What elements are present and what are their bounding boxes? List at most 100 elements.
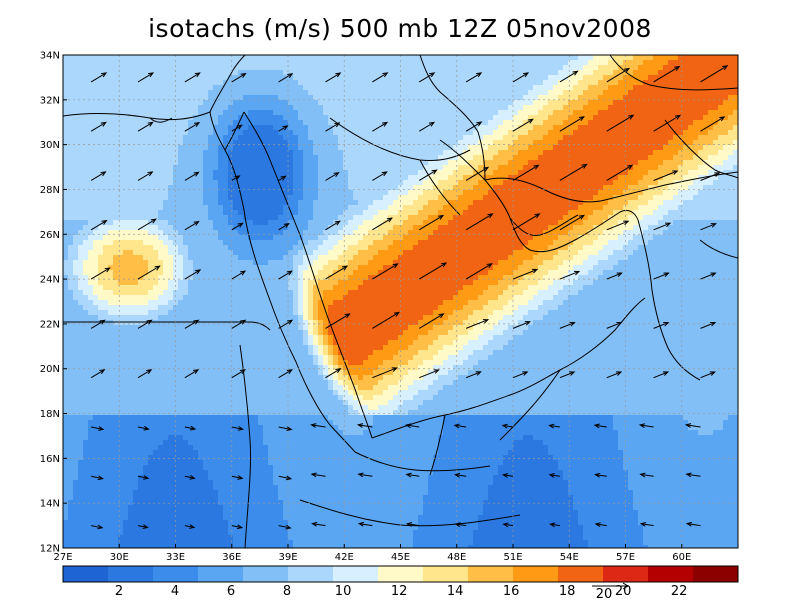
isotach-cell: [98, 65, 104, 71]
isotach-cell: [518, 115, 524, 121]
isotach-cell: [448, 135, 454, 141]
isotach-cell: [133, 105, 139, 111]
isotach-cell: [583, 155, 589, 161]
isotach-cell: [608, 155, 614, 161]
isotach-cell: [78, 225, 84, 231]
isotach-cell: [458, 85, 464, 91]
isotach-cell: [398, 135, 404, 141]
isotach-cell: [698, 75, 704, 81]
isotach-cell: [108, 110, 114, 116]
isotach-cell: [378, 55, 384, 61]
isotach-cell: [183, 145, 189, 151]
isotach-cell: [298, 125, 304, 131]
isotach-cell: [158, 80, 164, 86]
isotach-cell: [658, 135, 664, 141]
isotach-cell: [123, 225, 129, 231]
isotach-cell: [513, 195, 519, 201]
isotach-cell: [283, 170, 289, 176]
isotach-cell: [353, 120, 359, 126]
isotach-cell: [668, 60, 674, 66]
isotach-cell: [603, 135, 609, 141]
isotach-cell: [588, 75, 594, 81]
isotach-cell: [278, 175, 284, 181]
isotach-cell: [163, 120, 169, 126]
isotach-cell: [153, 225, 159, 231]
isotach-cell: [473, 90, 479, 96]
isotach-cell: [418, 100, 424, 106]
isotach-cell: [173, 230, 179, 236]
isotach-cell: [278, 120, 284, 126]
isotach-cell: [63, 130, 69, 136]
isotach-cell: [643, 215, 649, 221]
isotach-cell: [423, 180, 429, 186]
isotach-cell: [178, 95, 184, 101]
isotach-cell: [313, 60, 319, 66]
isotach-cell: [453, 145, 459, 151]
isotach-cell: [478, 60, 484, 66]
isotach-cell: [553, 195, 559, 201]
isotach-cell: [263, 195, 269, 201]
isotach-cell: [293, 150, 299, 156]
isotach-cell: [128, 145, 134, 151]
isotach-cell: [573, 165, 579, 171]
isotach-cell: [268, 55, 274, 61]
isotach-cell: [168, 75, 174, 81]
isotach-cell: [618, 175, 624, 181]
isotach-cell: [148, 180, 154, 186]
isotach-cell: [218, 60, 224, 66]
isotach-cell: [323, 165, 329, 171]
isotach-cell: [503, 170, 509, 176]
isotach-cell: [588, 110, 594, 116]
isotach-cell: [408, 170, 414, 176]
isotach-cell: [393, 150, 399, 156]
isotach-cell: [478, 215, 484, 221]
isotach-cell: [178, 230, 184, 236]
isotach-cell: [228, 105, 234, 111]
isotach-cell: [198, 170, 204, 176]
isotach-cell: [298, 110, 304, 116]
isotach-cell: [648, 185, 654, 191]
isotach-cell: [93, 180, 99, 186]
isotach-cell: [398, 190, 404, 196]
isotach-cell: [288, 70, 294, 76]
isotach-cell: [178, 105, 184, 111]
isotach-cell: [218, 90, 224, 96]
isotach-cell: [268, 75, 274, 81]
isotach-cell: [418, 140, 424, 146]
isotach-cell: [523, 175, 529, 181]
isotach-cell: [343, 65, 349, 71]
isotach-cell: [323, 85, 329, 91]
isotach-cell: [463, 225, 469, 231]
isotach-cell: [403, 65, 409, 71]
isotach-cell: [483, 230, 489, 236]
isotach-cell: [373, 125, 379, 131]
isotach-cell: [128, 220, 134, 226]
isotach-cell: [198, 215, 204, 221]
isotach-cell: [283, 85, 289, 91]
isotach-cell: [243, 230, 249, 236]
isotach-cell: [98, 155, 104, 161]
isotach-cell: [388, 175, 394, 181]
isotach-cell: [443, 75, 449, 81]
isotach-cell: [128, 165, 134, 171]
isotach-cell: [168, 195, 174, 201]
isotach-cell: [388, 70, 394, 76]
isotach-cell: [113, 210, 119, 216]
isotach-cell: [398, 195, 404, 201]
isotach-cell: [408, 100, 414, 106]
isotach-cell: [713, 150, 719, 156]
isotach-cell: [548, 125, 554, 131]
isotach-cell: [423, 85, 429, 91]
isotach-cell: [233, 155, 239, 161]
isotach-cell: [448, 170, 454, 176]
isotach-cell: [153, 95, 159, 101]
isotach-cell: [583, 95, 589, 101]
isotach-cell: [708, 130, 714, 136]
isotach-cell: [428, 65, 434, 71]
isotach-cell: [93, 160, 99, 166]
isotach-cell: [383, 140, 389, 146]
isotach-cell: [458, 95, 464, 101]
isotach-cell: [308, 130, 314, 136]
isotach-cell: [223, 165, 229, 171]
isotach-cell: [488, 80, 494, 86]
